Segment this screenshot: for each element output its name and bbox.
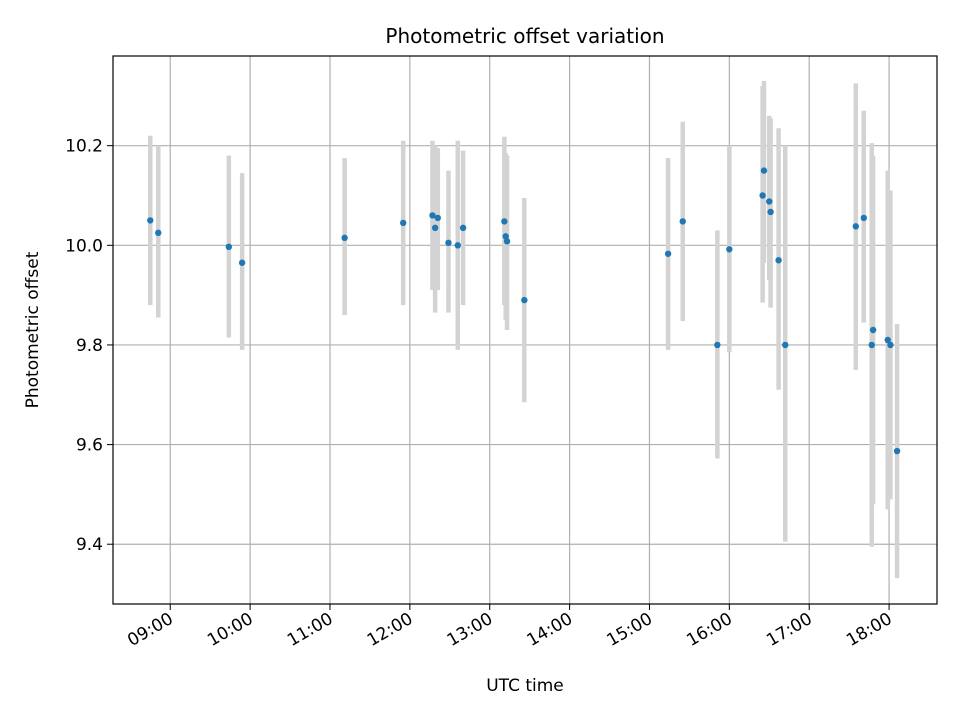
data-point — [399, 219, 407, 227]
data-point — [726, 246, 733, 253]
data-point — [887, 341, 894, 349]
data-point — [147, 217, 154, 224]
data-point — [869, 326, 877, 334]
y-tick-label: 9.4 — [76, 535, 103, 555]
x-tick-label: 11:00 — [284, 609, 336, 651]
y-tick-label: 9.6 — [76, 436, 103, 456]
y-tick-label: 10.2 — [65, 137, 103, 157]
data-point — [664, 250, 672, 257]
data-point — [341, 234, 348, 242]
plot-frame — [112, 55, 938, 605]
data-point — [759, 192, 766, 199]
x-tick-label: 16:00 — [683, 609, 735, 651]
data-point — [502, 233, 509, 240]
x-tick-label: 17:00 — [763, 609, 815, 651]
y-tick-label: 9.8 — [76, 336, 103, 356]
chart-title: Photometric offset variation — [385, 24, 664, 48]
data-point — [225, 243, 233, 251]
x-tick-label: 10:00 — [204, 609, 256, 651]
data-point — [155, 229, 162, 237]
data-point — [431, 224, 439, 232]
data-point — [503, 238, 511, 245]
x-tick-label: 13:00 — [444, 609, 496, 651]
x-tick-label: 12:00 — [364, 609, 416, 651]
data-point — [893, 447, 901, 455]
data-point — [429, 212, 436, 219]
data-point — [238, 259, 246, 266]
data-point — [868, 341, 875, 349]
x-tick-label: 09:00 — [124, 609, 176, 651]
data-point — [767, 208, 774, 216]
data-point — [852, 223, 859, 230]
data-point — [782, 341, 789, 349]
data-point — [884, 336, 891, 344]
data-point — [501, 218, 508, 225]
y-axis-label: Photometric offset — [23, 251, 43, 408]
y-tick-label: 10.0 — [65, 236, 103, 256]
x-tick-label: 14:00 — [524, 609, 576, 651]
data-point — [434, 214, 442, 222]
x-axis-label: UTC time — [486, 676, 564, 696]
data-point — [775, 257, 782, 264]
data-point — [679, 218, 686, 225]
data-point — [459, 224, 467, 232]
x-tick-label: 15:00 — [604, 609, 656, 651]
x-tick-label: 18:00 — [843, 609, 895, 651]
data-point-layer — [147, 167, 901, 455]
data-point — [860, 214, 867, 222]
data-point — [445, 239, 452, 247]
data-point — [760, 167, 768, 174]
data-point — [714, 341, 721, 349]
data-point — [766, 198, 773, 205]
data-point — [454, 242, 461, 249]
data-point — [521, 296, 528, 304]
error-bar-layer — [148, 80, 900, 579]
